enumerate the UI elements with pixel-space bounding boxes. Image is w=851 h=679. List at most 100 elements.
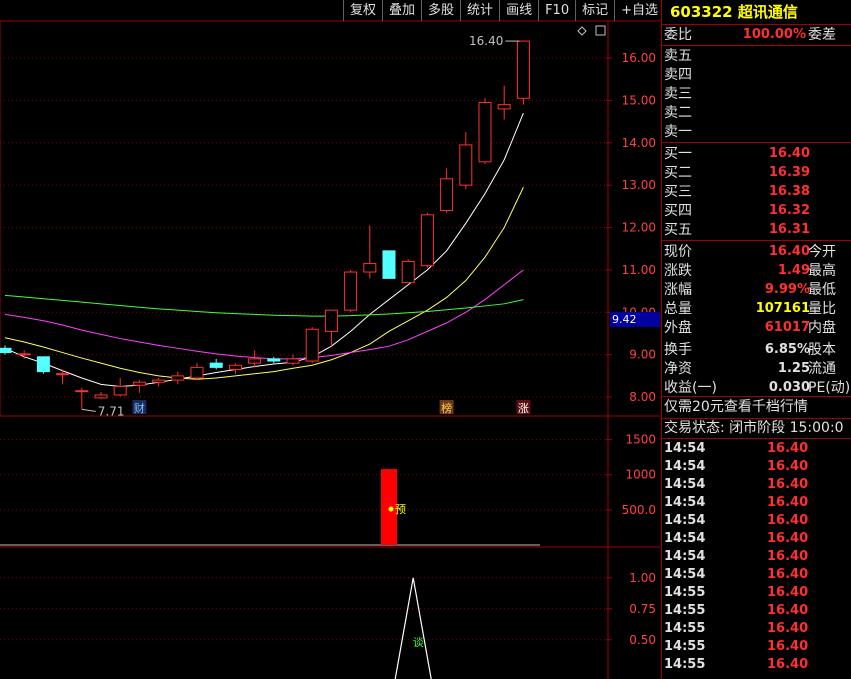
stock-code: 603322 [670,3,733,21]
quote-label-2: 股本 [808,342,836,358]
candle-body [440,178,454,212]
tick-time: 14:54 [664,531,706,546]
tick-price: 16.40 [767,567,809,582]
promo-text[interactable]: 仅需20元查看千档行情 [662,398,851,416]
tick-row: 14:55 16.40 [662,638,851,656]
tick-time: 14:54 [664,441,706,456]
quote-row: 外盘 61017 内盘 [662,319,851,337]
quote-value: 6.85% [764,342,810,357]
tick-row: 14:54 16.40 [662,566,851,584]
buy-price: 16.40 [768,146,810,161]
tick-row: 14:54 16.40 [662,458,851,476]
price-axis-label: 8.00 [629,390,656,404]
trade-status-label: 交易状态: 闭市阶段 15:00:0 [664,420,844,436]
sell-label: 卖五 [664,48,692,64]
sell-label: 卖一 [664,124,692,140]
buy-row[interactable]: 买一 16.40 [662,145,851,163]
low-price-pointer [81,408,96,412]
buy-label: 买五 [664,222,692,238]
toolbar-button-0[interactable]: 复权 [343,0,382,21]
candle-body [363,263,377,273]
candle-body [113,385,127,396]
candle-body [401,260,415,284]
tick-price: 16.40 [767,459,809,474]
low-price-label: 7.71 [98,404,125,418]
buy-label: 买三 [664,184,692,200]
tick-price: 16.40 [767,441,809,456]
tick-row: 14:54 16.40 [662,512,851,530]
quote-label-2: 最低 [808,282,836,298]
ma-line-ma60 [4,294,524,317]
buy-row[interactable]: 买二 16.39 [662,164,851,182]
toolbar-button-2[interactable]: 多股 [421,0,460,21]
tick-price: 16.40 [767,477,809,492]
price-panel-frame [0,20,609,417]
tick-price: 16.40 [767,531,809,546]
candle-body [459,144,473,186]
tick-row: 14:55 16.40 [662,620,851,638]
volume-bar [381,469,397,545]
indicator-tag: 谈 [413,636,424,649]
toolbar-button-5[interactable]: F10 [538,0,575,21]
price-axis-label: 11.00 [622,263,656,277]
kline-chart[interactable]: 16.0015.0014.0013.0012.0011.0010.009.008… [0,0,660,679]
candle-body [94,394,108,399]
tick-time: 14:54 [664,513,706,528]
sell-row[interactable]: 卖三 [662,85,851,103]
buy-row[interactable]: 买五 16.31 [662,221,851,239]
buy-row[interactable]: 买三 16.38 [662,183,851,201]
volume-dot [388,506,394,512]
quote-label: 净资 [664,361,692,377]
quote-value: 0.030 [768,380,810,395]
candle-body [286,358,300,364]
sell-row[interactable]: 卖一 [662,123,851,141]
promo-label: 仅需20元查看千档行情 [664,399,808,415]
buy-row[interactable]: 买四 16.32 [662,202,851,220]
tick-price: 16.40 [767,603,809,618]
buy-price: 16.39 [768,165,810,180]
toolbar-button-6[interactable]: 标记 [575,0,614,21]
candle-body [152,379,166,383]
quote-label: 总量 [664,301,692,317]
buy-price: 16.31 [768,222,810,237]
event-marker [132,400,147,414]
sell-row[interactable]: 卖四 [662,66,851,84]
tick-price: 16.40 [767,639,809,654]
indicator-axis-label: 1.00 [629,571,656,585]
quote-row: 换手 6.85% 股本 [662,341,851,359]
event-marker [439,400,454,414]
price-axis-label: 15.00 [622,93,656,107]
buy-label: 买二 [664,165,692,181]
price-axis-label: 13.00 [622,178,656,192]
candle-body [420,214,434,267]
quote-label: 外盘 [664,320,692,336]
toolbar-button-1[interactable]: 叠加 [382,0,421,21]
quote-panel: 603322 超讯通信 委比 100.00% 委差 卖五 卖四 卖三 卖二 卖一 买一 1… [661,0,851,679]
quote-label-2: 量比 [808,301,836,317]
tick-time: 14:54 [664,477,706,492]
sell-row[interactable]: 卖二 [662,104,851,122]
candle-body [248,358,262,364]
sell-label: 卖二 [664,105,692,121]
sell-label: 卖三 [664,86,692,102]
toolbar-button-7[interactable]: +自选 [614,0,664,21]
toolbar-button-4[interactable]: 画线 [499,0,538,21]
toolbar-button-3[interactable]: 统计 [460,0,499,21]
quote-label-2: PE(动) [808,380,851,396]
candle-body [497,104,511,110]
stock-header[interactable]: 603322 超讯通信 [662,0,851,24]
quote-value: 61017 [764,320,810,335]
quote-row: 收益(一) 0.030 PE(动) [662,379,851,397]
candle-body [344,271,358,311]
quote-label: 现价 [664,244,692,260]
candle-body [0,347,12,354]
sell-row[interactable]: 卖五 [662,47,851,65]
stock-name: 超讯通信 [737,3,798,21]
price-axis-label: 9.00 [629,348,656,362]
quote-label: 涨跌 [664,263,692,279]
quote-label-2: 流通 [808,361,836,377]
quote-label-2: 今开 [808,244,836,260]
tick-time: 14:54 [664,567,706,582]
quote-row: 涨跌 1.49 最高 [662,262,851,280]
